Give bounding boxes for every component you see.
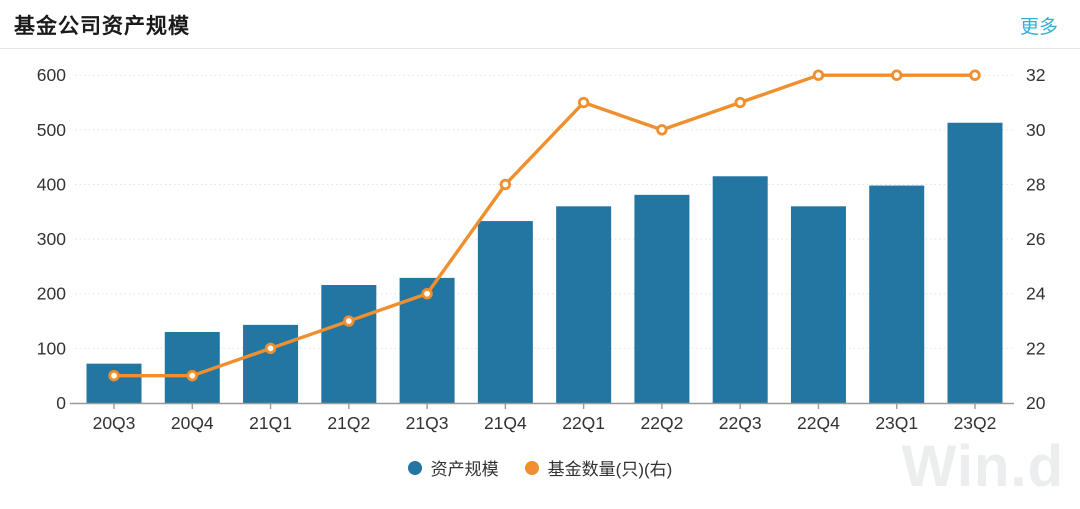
line-marker-20Q3 <box>108 369 120 382</box>
right-axis-tick-label: 28 <box>1026 174 1045 194</box>
bar-22Q2 <box>634 194 690 403</box>
x-axis-label-22Q4: 22Q4 <box>797 413 840 433</box>
line-marker-23Q1 <box>891 69 903 81</box>
legend-item-fund-count[interactable]: 基金数量(只)(右) <box>524 455 673 480</box>
header-divider <box>0 48 1080 49</box>
combo-chart-canvas: 0 100 200 300 400 500 600 20 22 24 26 28 30 32 20Q3 20Q… <box>37 65 1046 433</box>
left-axis-tick-label: 0 <box>56 393 66 413</box>
right-axis-tick-label: 26 <box>1026 229 1045 249</box>
bar-22Q1 <box>556 206 612 403</box>
page-title: 基金公司资产规模 <box>14 15 190 38</box>
line-marker-22Q4 <box>812 69 825 81</box>
line-marker-22Q3 <box>734 96 746 109</box>
x-axis-label-21Q2: 21Q2 <box>327 413 370 433</box>
x-axis-label-21Q3: 21Q3 <box>406 413 449 433</box>
line-series <box>112 73 977 378</box>
line-marker-23Q2 <box>969 69 981 81</box>
line-marker-21Q4 <box>499 178 512 191</box>
legend-dot <box>407 460 422 475</box>
legend-label: 基金数量(只)(右) <box>547 460 673 479</box>
wind-watermark: Win.d <box>901 434 1064 499</box>
bar-20Q3 <box>86 363 142 403</box>
right-axis-tick-label: 32 <box>1026 65 1045 85</box>
bar-21Q1 <box>243 324 299 403</box>
line-marker-21Q1 <box>264 342 277 355</box>
bar-21Q4 <box>477 221 533 403</box>
x-axis-label-21Q1: 21Q1 <box>249 413 292 433</box>
line-marker-21Q3 <box>421 288 433 300</box>
line-marker-20Q4 <box>186 369 198 382</box>
x-axis-label-20Q3: 20Q3 <box>93 413 136 433</box>
right-axis-tick-label: 30 <box>1026 120 1046 140</box>
x-axis-label-23Q2: 23Q2 <box>954 413 997 433</box>
bar-23Q1 <box>869 185 925 403</box>
x-axis-label-22Q1: 22Q1 <box>562 413 605 433</box>
left-axis-tick-label: 200 <box>37 284 66 304</box>
bar-22Q4 <box>790 206 846 403</box>
line-marker-22Q1 <box>577 96 590 109</box>
left-axis-tick-label: 400 <box>37 174 66 194</box>
more-link[interactable]: 更多 <box>1019 17 1058 38</box>
bar-21Q2 <box>321 284 377 403</box>
legend-label: 资产规模 <box>430 460 499 479</box>
x-axis-label-22Q3: 22Q3 <box>719 413 762 433</box>
x-axis-label-21Q4: 21Q4 <box>484 413 527 433</box>
left-axis-tick-label: 300 <box>37 229 66 249</box>
chart-legend: 资产规模 基金数量(只)(右) <box>0 455 1080 480</box>
legend-dot <box>524 460 539 475</box>
x-axis-label-20Q4: 20Q4 <box>171 413 214 433</box>
right-axis-tick-label: 22 <box>1026 338 1045 358</box>
right-axis-tick-label: 24 <box>1026 284 1046 304</box>
left-axis-tick-label: 600 <box>37 65 66 85</box>
right-axis-tick-label: 20 <box>1026 393 1046 413</box>
legend-item-asset-scale[interactable]: 资产规模 <box>407 455 499 480</box>
left-axis-tick-label: 500 <box>37 120 66 140</box>
x-axis-label-22Q2: 22Q2 <box>641 413 684 433</box>
bar-23Q2 <box>947 122 1003 403</box>
bar-22Q3 <box>712 176 768 403</box>
left-axis-tick-label: 100 <box>37 338 66 358</box>
x-axis-label-23Q1: 23Q1 <box>875 413 918 433</box>
line-marker-21Q2 <box>343 315 355 327</box>
line-marker-22Q2 <box>656 124 668 136</box>
